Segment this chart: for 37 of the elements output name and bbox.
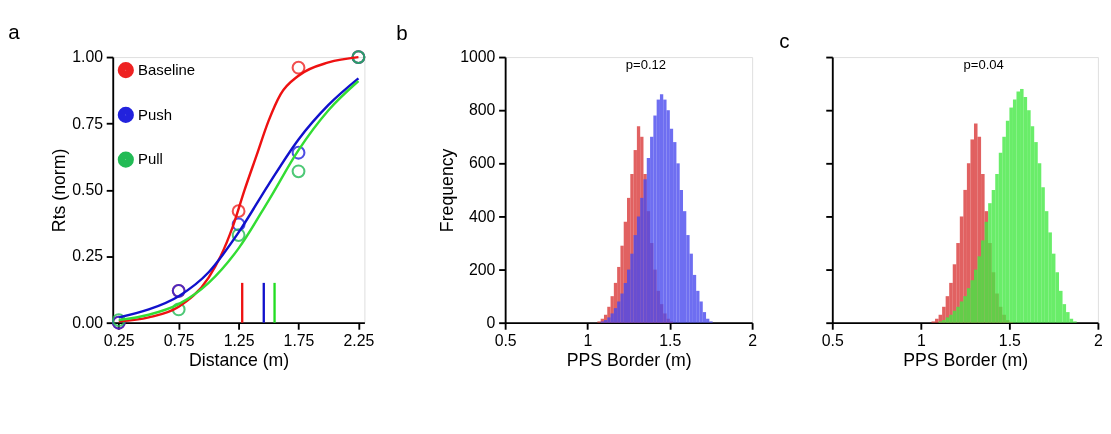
x-tick-label: 1.5 (998, 331, 1022, 349)
x-tick-label: 0.25 (103, 331, 135, 349)
legend-label: Push (137, 106, 172, 123)
x-tick-label: 0.75 (163, 331, 195, 349)
y-axis-title: Frequency (436, 148, 457, 233)
y-tick-label: 0.50 (72, 181, 104, 199)
x-axis-title: PPS Border (m) (566, 350, 692, 371)
legend-label: Pull (137, 151, 163, 168)
x-tick-label: 2 (1094, 331, 1103, 349)
y-tick-label: 1000 (460, 48, 496, 66)
x-tick-label: 1 (583, 331, 593, 349)
x-tick-label: 1.75 (283, 331, 315, 349)
x-tick-label: 0.5 (821, 331, 844, 349)
y-tick-label: 0.00 (72, 313, 104, 331)
x-tick-label: 1.25 (223, 331, 255, 349)
chart-title: c (779, 28, 790, 52)
chart-title: a (8, 19, 21, 43)
y-axis-title: Rts (norm) (48, 148, 69, 233)
y-tick-label: 800 (468, 101, 496, 119)
x-tick-label: 2 (748, 331, 758, 349)
x-axis-title: Distance (m) (188, 350, 290, 371)
y-tick-label: 600 (468, 154, 496, 172)
x-tick-label: 0.5 (494, 331, 517, 349)
annotation: p=0.04 (963, 57, 1004, 73)
y-tick-label: 400 (468, 207, 496, 225)
annotation: p=0.12 (625, 57, 667, 73)
x-tick-label: 1 (916, 331, 926, 349)
x-tick-label: 1.5 (659, 331, 682, 349)
legend-label: Baseline (137, 61, 196, 78)
y-tick-label: 0 (486, 313, 496, 331)
y-tick-label: 0.75 (72, 114, 104, 132)
x-tick-label: 2.25 (343, 331, 375, 349)
y-tick-label: 200 (468, 260, 496, 278)
chart-title: b (396, 21, 408, 45)
x-axis-title: PPS Border (m) (903, 350, 1029, 371)
y-tick-label: 0.25 (72, 247, 104, 265)
y-tick-label: 1.00 (72, 48, 104, 66)
